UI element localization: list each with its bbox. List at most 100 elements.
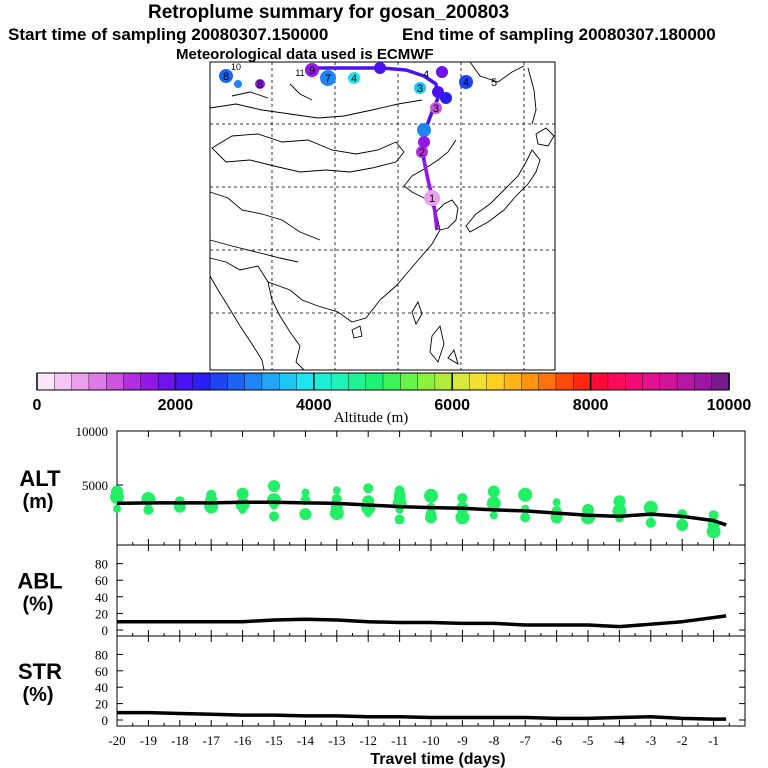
series-line <box>117 710 727 721</box>
colorbar-swatch <box>192 372 211 391</box>
border-russia-north <box>209 99 423 119</box>
y-tick-label: 0 <box>102 713 109 728</box>
colorbar-swatch <box>227 372 246 391</box>
marker-dot <box>219 69 233 83</box>
coastline-sakhalin <box>527 67 537 125</box>
series-line <box>117 614 727 629</box>
altitude-point <box>143 504 154 515</box>
x-tick-label: -8 <box>488 733 499 748</box>
x-tick-label: -6 <box>551 733 562 748</box>
marker-label: 7 <box>325 73 331 85</box>
altitude-point <box>424 488 438 503</box>
x-tick-label: -11 <box>391 733 408 748</box>
colorbar-tick-label: 0 <box>33 397 42 414</box>
marker-label: 1 <box>429 193 435 205</box>
coastline-taiwan <box>411 300 423 326</box>
header: Retroplume summary for gosan_200803 Star… <box>0 0 768 66</box>
x-tick-label: -2 <box>677 733 688 748</box>
colorbar-swatch <box>140 372 159 391</box>
colorbar-swatch <box>434 372 453 391</box>
altitude-point <box>301 488 310 497</box>
marker-dot <box>436 66 448 78</box>
border-mongolia <box>211 133 405 173</box>
colorbar-swatch <box>573 372 592 391</box>
marker-label: 3 <box>433 103 439 115</box>
series-line <box>116 500 727 527</box>
trajectory-markers: 1 2 3 3 4 5 4 4 7 9 11 8 <box>219 62 497 206</box>
altitude-point <box>394 485 405 496</box>
colorbar-swatch <box>694 372 713 391</box>
panel-ylabel-unit: (%) <box>22 684 53 706</box>
x-tick-label: -13 <box>328 733 345 748</box>
marker-label: 10 <box>231 62 241 72</box>
altitude-point <box>489 511 498 520</box>
colorbar-swatch <box>469 372 488 391</box>
y-tick-label: 10000 <box>76 424 109 439</box>
colorbar-swatch <box>71 372 90 391</box>
y-tick-label: 80 <box>95 647 108 662</box>
x-tick-label: -4 <box>614 733 625 748</box>
y-tick-label: 60 <box>95 573 108 588</box>
marker-label: 8 <box>223 71 229 83</box>
altitude-point <box>582 503 594 516</box>
altitude-point <box>457 492 468 503</box>
marker-dot <box>414 82 426 94</box>
altitude-point <box>332 486 341 495</box>
time-series-panels: 500010000ALT(m)020406080ABL(%)020406080S… <box>17 424 746 748</box>
y-tick-label: 20 <box>95 697 108 712</box>
marker-label: 4 <box>463 77 469 89</box>
altitude-point <box>676 518 689 531</box>
altitude-point <box>111 485 123 498</box>
x-tick-label: -1 <box>708 733 719 748</box>
x-tick-label: -14 <box>297 733 315 748</box>
x-tick-label: -20 <box>108 733 125 748</box>
coastline-hainan <box>351 325 363 339</box>
colorbar-swatch <box>590 372 609 391</box>
altitude-point <box>518 487 533 502</box>
colorbar-swatch <box>261 372 280 391</box>
colorbar-swatch <box>157 372 177 391</box>
marker-dot <box>320 70 336 86</box>
colorbar-tick-label: 2000 <box>158 397 194 414</box>
y-tick-label: 40 <box>95 680 108 695</box>
x-tick-label: -7 <box>520 733 531 748</box>
start-time-label: Start time of sampling 20080307.150000 <box>8 25 329 44</box>
marker-dot <box>459 75 473 89</box>
coastline-korea <box>435 199 459 231</box>
colorbar-swatch <box>486 372 505 391</box>
colorbar-tick-label: 8000 <box>573 397 609 414</box>
colorbar-swatch <box>642 372 661 391</box>
altitude-point <box>394 514 405 525</box>
colorbar-swatch <box>123 372 142 391</box>
border-himalaya <box>209 239 299 263</box>
colorbar-swatch <box>521 372 540 391</box>
marker-dot <box>416 146 428 158</box>
altitude-point <box>645 517 656 528</box>
y-tick-label: 40 <box>95 590 108 605</box>
colorbar-swatch <box>676 372 696 391</box>
y-tick-label: 5000 <box>82 478 108 493</box>
altitude-point <box>268 480 280 493</box>
panel-ylabel-unit: (%) <box>22 594 53 616</box>
coastline-okhotsk <box>469 61 525 83</box>
coastline-indochina <box>267 281 305 371</box>
altitude-point <box>455 510 470 525</box>
altitude-point <box>552 498 561 507</box>
altitude-point <box>487 485 500 498</box>
altitude-point <box>520 512 531 523</box>
x-tick-label: -17 <box>203 733 221 748</box>
altitude-point <box>643 500 658 515</box>
altitude-point <box>113 504 121 513</box>
altitude-point <box>267 493 281 508</box>
altitude-point <box>486 496 501 511</box>
colorbar-swatch <box>503 372 523 391</box>
coastline-japan <box>465 149 541 233</box>
map-coastlines <box>209 61 555 371</box>
x-tick-label: -16 <box>234 733 252 748</box>
altitude-point <box>299 508 312 521</box>
colorbar-swatch <box>348 372 367 391</box>
marker-dot <box>305 63 319 77</box>
x-tick-label: -5 <box>583 733 594 748</box>
colorbar-swatch <box>555 372 574 391</box>
x-tick-label: -15 <box>265 733 282 748</box>
